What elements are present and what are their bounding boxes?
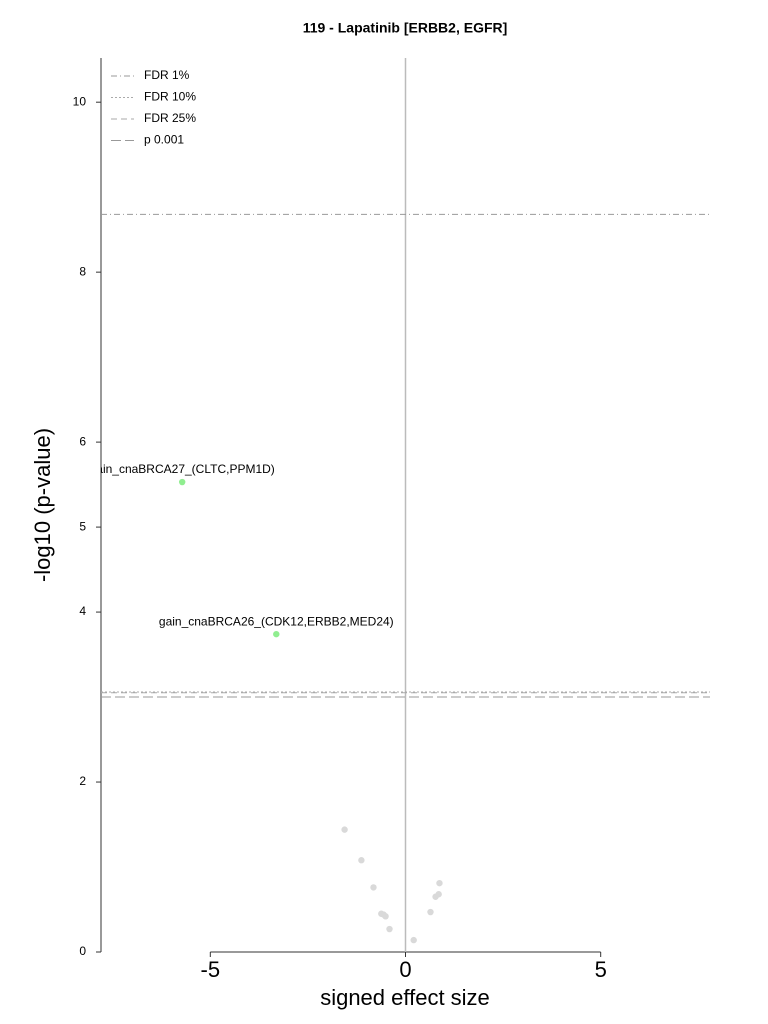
point [435,891,442,898]
y-axis-label: -log10 (p-value) [30,428,55,582]
point-label: gain_cnaBRCA26_(CDK12,ERBB2,MED24) [159,614,394,628]
point [341,826,348,833]
legend-label: FDR 25% [144,111,196,125]
point [358,857,365,864]
x-axis-label: signed effect size [320,985,490,1010]
point [179,478,186,486]
legend-label: FDR 1% [144,68,190,82]
point [273,630,280,638]
legend-label: p 0.001 [144,133,184,147]
point [410,936,417,944]
legend-label: FDR 10% [144,90,196,104]
y-tick-label: 5 [79,519,86,533]
x-tick-label: -5 [201,957,221,982]
x-tick-label: 5 [595,957,607,982]
y-tick-label: 6 [79,434,86,448]
point [370,884,377,891]
point [386,925,393,933]
y-tick-label: 4 [79,604,86,618]
y-tick-label: 10 [73,94,87,108]
y-tick-label: 2 [79,774,86,788]
point [427,908,434,916]
point-label: gain_cnaBRCA27_(CLTC,PPM1D) [90,462,275,476]
point [436,879,443,887]
y-tick-label: 0 [79,944,86,958]
x-tick-label: 0 [399,957,411,982]
point [378,910,385,917]
plot-area: gain_cnaBRCA27_(CLTC,PPM1D) gain_cnaBRCA2… [90,462,443,944]
y-tick-label: 8 [79,264,86,278]
chart-title: 119 - Lapatinib [ERBB2, EGFR] [303,20,508,36]
